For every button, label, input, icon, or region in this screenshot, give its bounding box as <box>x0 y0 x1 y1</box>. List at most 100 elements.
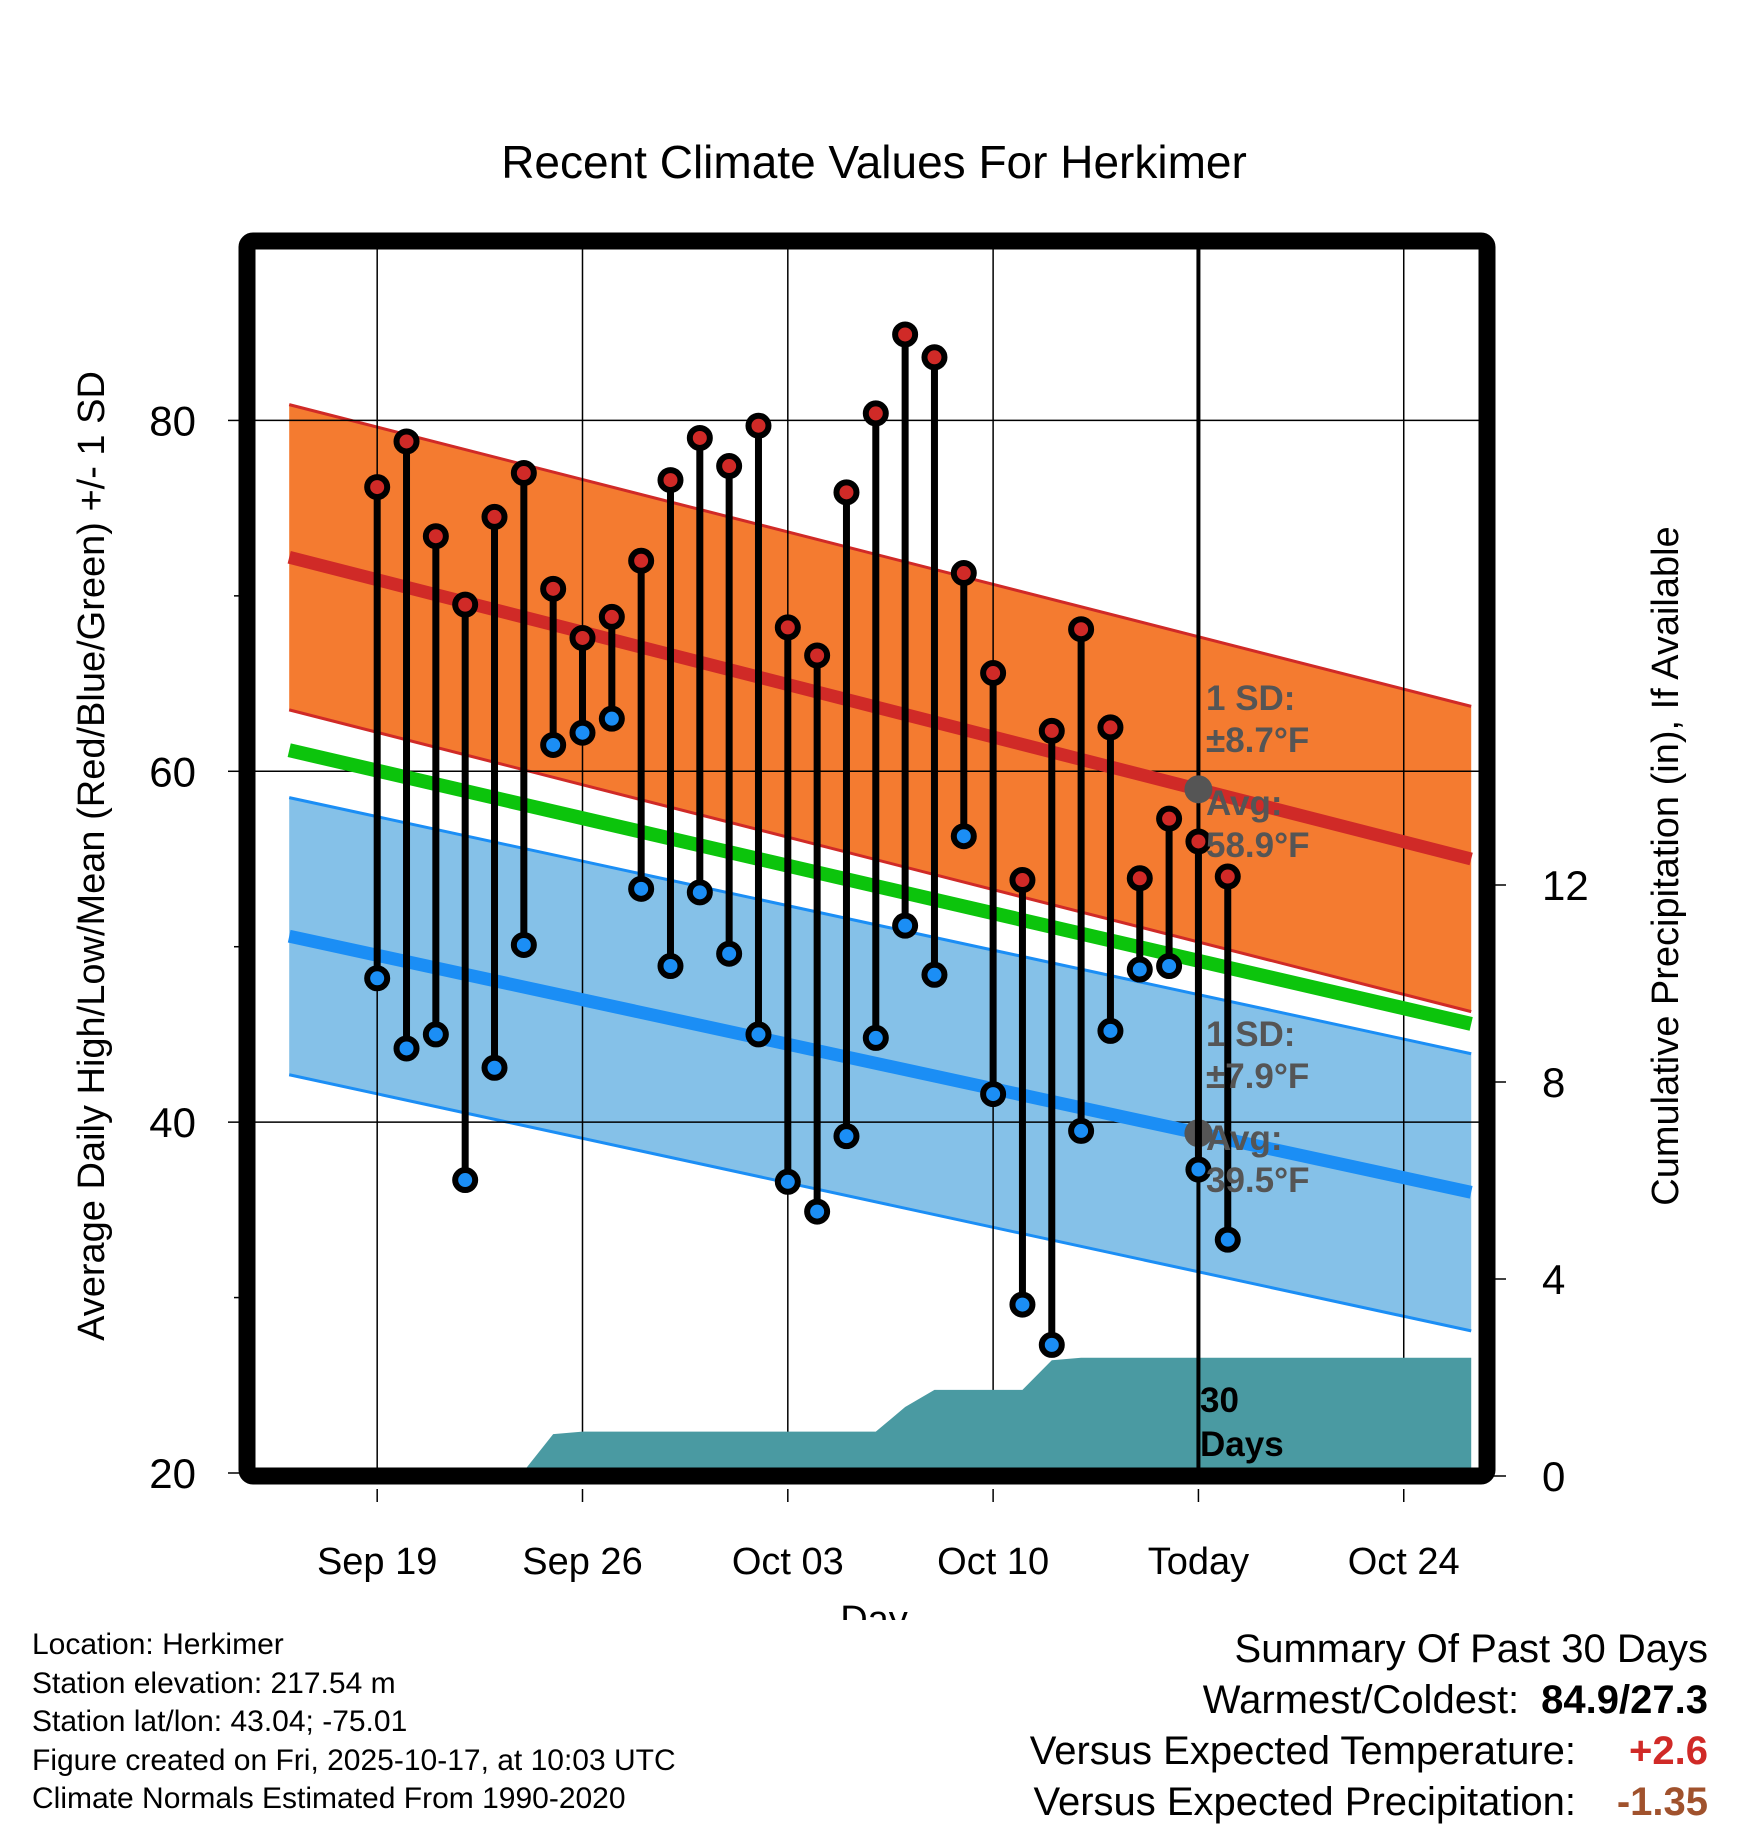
latlon-text: Station lat/lon: 43.04; -75.01 <box>32 1705 408 1738</box>
high-point <box>452 591 479 618</box>
low-sd-label: 1 SD: <box>1206 1015 1295 1054</box>
low-point <box>1068 1117 1095 1144</box>
climate-chart: Recent Climate Values For Herkimer 1 SD:… <box>71 136 1687 1620</box>
high-point <box>393 428 420 455</box>
high-sd-band-upper-edge <box>288 403 1472 708</box>
y2-tick-label: 0 <box>1542 1453 1565 1500</box>
normal-lines <box>287 550 1473 1199</box>
temperature-points <box>364 321 1241 1358</box>
low-point <box>921 961 948 988</box>
warmest-coldest-row: Warmest/Coldest: 84.9/27.3 <box>1030 1675 1708 1726</box>
low-point <box>540 731 567 758</box>
low-point <box>862 1024 889 1051</box>
chart-title: Recent Climate Values For Herkimer <box>501 136 1247 188</box>
days-count-label: 30 <box>1200 1381 1239 1420</box>
y2-tick-label: 8 <box>1542 1059 1565 1106</box>
low-sd-value: ±7.9°F <box>1206 1057 1309 1096</box>
axis-ticks: 20 40 60 80 0 4 8 12 Sep 19 Sep 26 Oct 03 Oct 10 Tod… <box>149 397 1588 1583</box>
high-point <box>510 460 537 487</box>
low-normal-line <box>287 929 1473 1199</box>
high-avg-marker <box>1184 775 1213 804</box>
low-point <box>804 1198 831 1225</box>
precip-area <box>289 1357 1472 1476</box>
precip-departure-label: Versus Expected Precipitation: <box>1033 1780 1576 1824</box>
low-sd-band-lower-edge <box>288 1073 1472 1333</box>
low-point <box>598 705 625 732</box>
y-tick-label: 40 <box>149 1099 196 1146</box>
y-axis-label: Average Daily High/Low/Mean (Red/Blue/Gr… <box>71 371 113 1341</box>
temp-departure-value: +2.6 <box>1629 1729 1708 1773</box>
high-point <box>950 560 977 587</box>
y2-tick-label: 4 <box>1542 1256 1565 1303</box>
annotations: 1 SD: ±8.7°F Avg: 58.9°F 1 SD: ±7.9°F Av… <box>1200 679 1310 1464</box>
low-point <box>745 1021 772 1048</box>
low-point <box>422 1021 449 1048</box>
high-point <box>422 523 449 550</box>
high-point <box>657 467 684 494</box>
low-point <box>833 1123 860 1150</box>
elevation-text: Station elevation: 217.54 m <box>32 1666 396 1700</box>
x-tick-label: Oct 10 <box>937 1541 1049 1583</box>
low-point <box>510 931 537 958</box>
high-sd-value: ±8.7°F <box>1206 721 1309 760</box>
high-point <box>1009 867 1036 894</box>
normals-text: Climate Normals Estimated From 1990-2020 <box>32 1782 626 1815</box>
high-point <box>745 412 772 439</box>
low-avg-label: Avg: <box>1206 1119 1282 1158</box>
y2-tick-label: 12 <box>1542 862 1589 909</box>
low-point <box>774 1168 801 1195</box>
x-axis-label: Day <box>840 1599 908 1620</box>
precip-departure-value: -1.35 <box>1616 1780 1708 1824</box>
y-tick-label: 20 <box>149 1450 196 1497</box>
high-sd-band-lower-edge <box>288 708 1472 1014</box>
x-tick-label: Sep 26 <box>522 1541 642 1583</box>
low-point <box>569 719 596 746</box>
low-point <box>481 1054 508 1081</box>
high-point <box>1185 828 1212 855</box>
low-point <box>1156 953 1183 980</box>
high-sd-label: 1 SD: <box>1206 679 1295 718</box>
high-point <box>862 400 889 427</box>
y2-axis-label: Cumulative Precipitation (in), If Availa… <box>1645 526 1687 1205</box>
high-point <box>774 614 801 641</box>
y-tick-label: 80 <box>149 397 196 444</box>
high-point <box>628 547 655 574</box>
low-avg-value: 39.5°F <box>1206 1161 1310 1200</box>
y-tick-label: 60 <box>149 748 196 795</box>
high-point <box>686 424 713 451</box>
created-text: Figure created on Fri, 2025-10-17, at 10… <box>32 1743 676 1777</box>
high-point <box>833 479 860 506</box>
station-info: Location: Herkimer Station elevation: 21… <box>32 1626 676 1819</box>
high-point <box>569 624 596 651</box>
low-sd-band-upper-edge <box>288 796 1472 1056</box>
high-point <box>1097 714 1124 741</box>
low-point <box>1185 1156 1212 1183</box>
low-point <box>452 1167 479 1194</box>
mean-normal-line <box>287 743 1473 1031</box>
low-point <box>1097 1017 1124 1044</box>
x-tick-label: Sep 19 <box>317 1541 437 1583</box>
low-point <box>980 1081 1007 1108</box>
low-point <box>1038 1331 1065 1358</box>
high-point <box>716 453 743 480</box>
low-point <box>628 875 655 902</box>
low-point <box>892 912 919 939</box>
high-avg-label: Avg: <box>1206 784 1282 823</box>
low-point <box>950 823 977 850</box>
high-point <box>1156 805 1183 832</box>
high-point <box>980 660 1007 687</box>
temp-departure-label: Versus Expected Temperature: <box>1029 1729 1576 1773</box>
plot-border <box>238 232 1496 1485</box>
low-point <box>364 965 391 992</box>
days-word-label: Days <box>1200 1425 1284 1464</box>
high-point <box>598 603 625 630</box>
high-point <box>892 321 919 348</box>
low-point <box>686 879 713 906</box>
plot-frame <box>238 232 1496 1485</box>
low-point <box>1009 1291 1036 1318</box>
low-point <box>657 953 684 980</box>
summary-panel: Summary Of Past 30 Days Warmest/Coldest:… <box>1030 1624 1708 1828</box>
high-avg-value: 58.9°F <box>1206 826 1310 865</box>
summary-title: Summary Of Past 30 Days <box>1234 1627 1708 1671</box>
location-text: Location: Herkimer <box>32 1628 284 1661</box>
